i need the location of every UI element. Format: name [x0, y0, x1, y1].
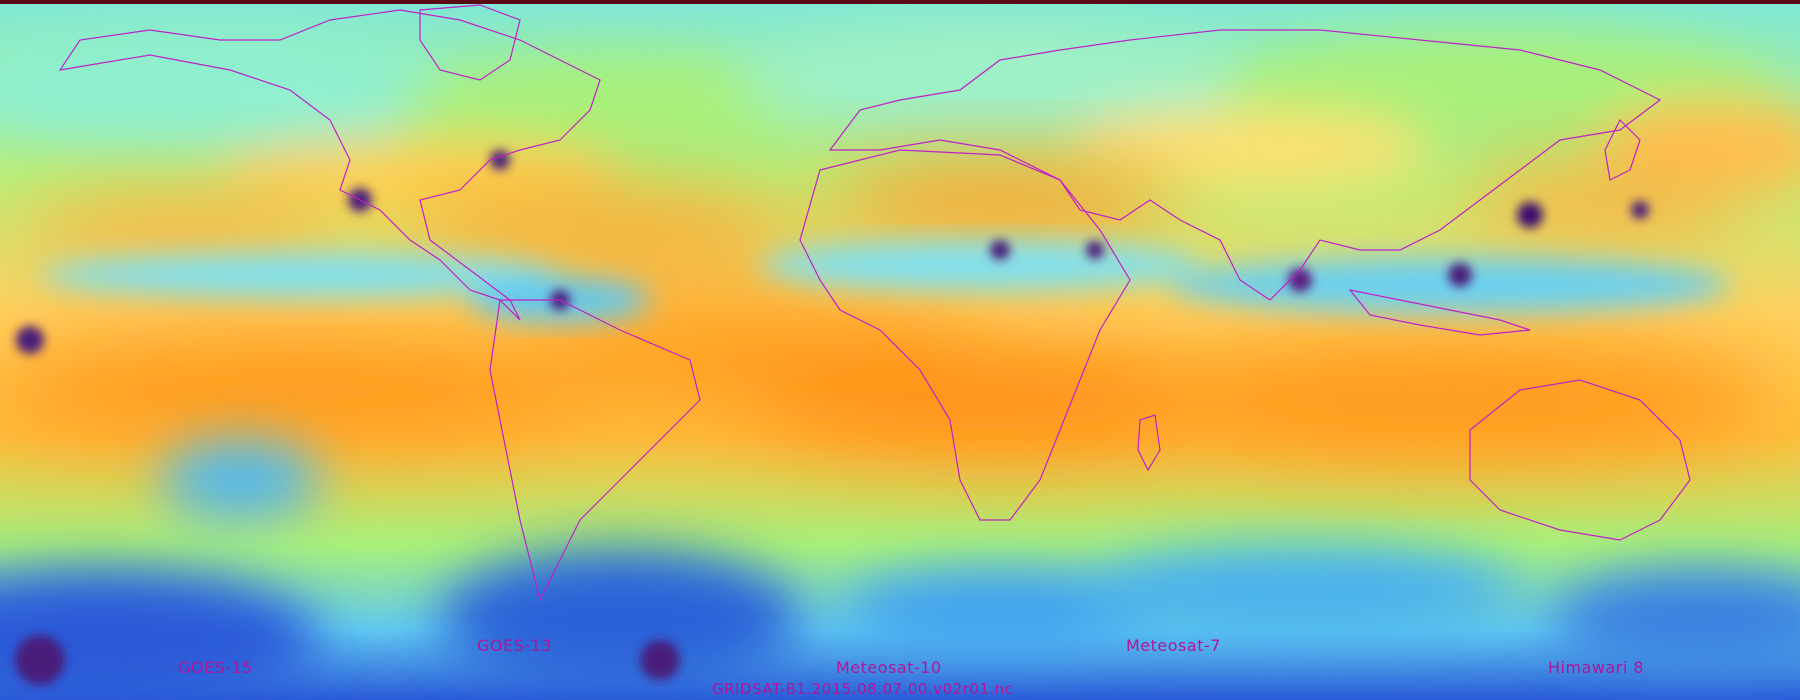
- africa-outline: [799, 149, 1131, 521]
- japan-outline: [1604, 118, 1641, 181]
- greenland-outline: [419, 4, 521, 81]
- north-america-outline: [58, 9, 601, 321]
- filename-label: GRIDSAT-B1.2015.08.07.00.v02r01.nc: [712, 680, 1014, 698]
- top-edge: [0, 0, 1800, 4]
- australia-outline: [1469, 379, 1691, 541]
- dry-belts: [0, 160, 1780, 460]
- satellite-label-himawari8: Himawari 8: [1548, 658, 1645, 677]
- satellite-label-goes15: GOES-15: [178, 658, 253, 677]
- satellite-label-goes13: GOES-13: [477, 636, 552, 655]
- south-america-outline: [489, 299, 701, 602]
- continent-outlines: [58, 4, 1691, 602]
- satellite-label-meteosat10: Meteosat-10: [836, 658, 942, 677]
- satellite-label-meteosat7: Meteosat-7: [1126, 636, 1221, 655]
- europe-asia-outline: [828, 29, 1662, 301]
- southern-cold-cloud: [0, 440, 1800, 700]
- madagascar-outline: [1137, 414, 1161, 472]
- indonesia-outline: [1348, 289, 1531, 336]
